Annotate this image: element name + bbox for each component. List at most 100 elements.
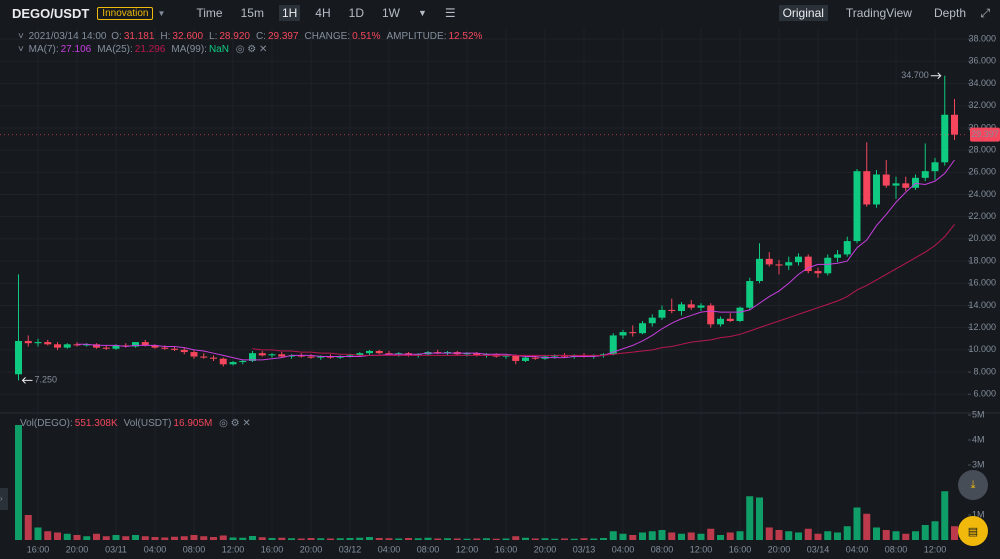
interval[interactable]: Time — [196, 6, 223, 20]
interval[interactable]: 1W — [381, 6, 400, 20]
candle-body — [307, 356, 315, 358]
volume-bar — [258, 537, 266, 540]
volume-bar — [44, 531, 52, 540]
y-tick-label: 36.000 — [968, 56, 996, 66]
volume-bar — [512, 536, 520, 540]
volume-bar — [561, 538, 568, 540]
volume-bar — [483, 538, 490, 540]
candle-body — [843, 241, 851, 255]
candle-body — [200, 356, 208, 358]
volume-bar — [375, 538, 383, 540]
vol-info: Vol(DEGO): 551.308K Vol(USDT) 16.905M ◎ ⚙ ✕ — [20, 418, 251, 429]
view[interactable]: Depth — [933, 6, 966, 20]
min-marker: 7.250 — [35, 375, 58, 385]
min-arrow — [21, 377, 33, 384]
candle-body — [570, 355, 578, 357]
fullscreen[interactable]: ⤢ — [980, 5, 990, 20]
volume-bar — [190, 535, 198, 540]
label: AMPLITUDE: — [386, 31, 447, 42]
candle-body — [726, 318, 734, 321]
view[interactable]: Original — [778, 5, 828, 21]
ma-line — [77, 159, 955, 361]
x-tick-label: 08:00 — [651, 544, 674, 554]
candle-body — [619, 332, 627, 336]
symbol[interactable]: DEGO/USDT — [12, 5, 90, 21]
volume-bar — [434, 538, 442, 540]
y-tick-label: 24.000 — [968, 189, 996, 199]
candle-body — [385, 353, 393, 355]
volume-bar — [34, 527, 42, 540]
volume-bar — [239, 537, 247, 540]
x-tick-label: 04:00 — [846, 544, 869, 554]
candle-body — [921, 171, 929, 178]
volume-bar — [629, 535, 637, 540]
volume-bar — [804, 528, 812, 540]
volume-bar — [141, 536, 149, 540]
volume-bar — [83, 536, 91, 540]
volume-bar — [161, 537, 169, 540]
volume-bar — [171, 536, 178, 540]
side-tab[interactable]: › — [0, 488, 8, 510]
volume-bar — [249, 536, 256, 540]
value: 32.600 — [172, 31, 204, 42]
label: Vol(USDT) — [123, 418, 172, 429]
volume-bar — [424, 537, 432, 540]
value: 27.106 — [60, 44, 92, 55]
y-tick-label: 34.000 — [968, 78, 996, 88]
volume-bar — [902, 533, 910, 540]
interval[interactable]: 4H — [315, 6, 331, 20]
candle-body — [765, 258, 773, 265]
label: MA(99): — [171, 44, 207, 55]
interval[interactable]: 1H — [278, 5, 301, 21]
volume-bar — [912, 531, 919, 540]
volume-bar — [775, 530, 783, 540]
candle-body — [824, 257, 832, 274]
volume-bar — [522, 537, 529, 540]
interval[interactable]: 1D — [348, 6, 364, 20]
volume-bar — [346, 538, 354, 540]
y-tick-label: 20.000 — [968, 233, 996, 243]
candle-body — [609, 335, 617, 355]
ohlc-info: ˅ 2021/03/14 14:00 O: 31.181 H: 32.600 L: 28.… — [18, 31, 483, 42]
value: 29.397 — [267, 31, 299, 42]
settings[interactable]: ☰ — [444, 6, 456, 20]
candle-body — [249, 353, 256, 361]
x-tick-label: 16:00 — [495, 544, 518, 554]
volume-bar — [395, 538, 403, 540]
interval[interactable]: 15m — [240, 6, 264, 20]
x-tick-label: 12:00 — [690, 544, 713, 554]
volume-bar — [73, 535, 81, 540]
label: C: — [255, 31, 266, 42]
candle-body — [512, 355, 520, 361]
x-tick-label: 08:00 — [183, 544, 206, 554]
x-tick-label: 16:00 — [27, 544, 50, 554]
volume-bar — [405, 538, 412, 540]
volume-bar — [15, 425, 22, 540]
date: 2021/03/14 14:00 — [28, 31, 107, 42]
more[interactable]: ▼ — [417, 8, 427, 18]
candle-body — [122, 345, 130, 347]
x-tick-label: 08:00 — [885, 544, 908, 554]
volume-bar — [687, 532, 695, 540]
candle-body — [151, 345, 159, 348]
chat-button[interactable]: ▤ — [958, 516, 988, 546]
candle-body — [863, 171, 871, 205]
volume-bar — [336, 538, 344, 540]
volume-bar — [356, 537, 364, 540]
candle-body — [668, 309, 676, 312]
y-tick-label: 10.000 — [968, 344, 996, 354]
x-tick-label: 16:00 — [729, 544, 752, 554]
candle-body — [24, 340, 32, 344]
volume-bar — [492, 538, 500, 540]
dropdown[interactable]: ▼ — [157, 8, 166, 18]
label: MA(7): — [28, 44, 59, 55]
candle-body — [834, 254, 841, 258]
volume-bar — [941, 491, 949, 540]
candle-body — [54, 344, 61, 348]
value: 16.905M — [173, 418, 213, 429]
download-button[interactable]: ⤓ — [958, 470, 988, 500]
view[interactable]: TradingView — [845, 6, 912, 20]
value: 28.920 — [219, 31, 250, 42]
candle-body — [463, 353, 471, 355]
volume-bar — [736, 531, 744, 540]
